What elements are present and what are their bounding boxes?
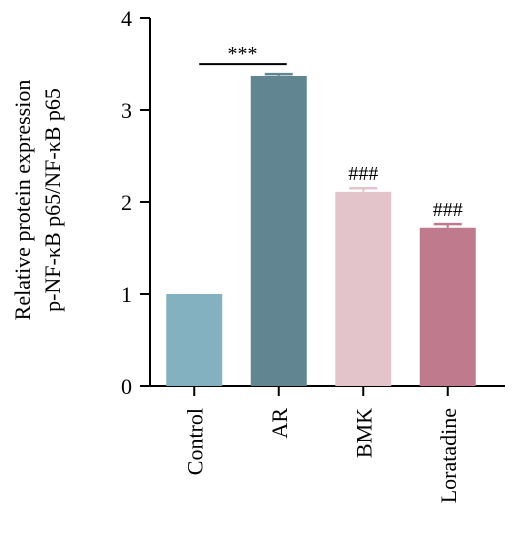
significance-label: ###	[348, 163, 378, 185]
y-tick-label: 1	[121, 282, 132, 307]
category-label-control: Control	[182, 408, 207, 475]
y-tick-label: 3	[121, 98, 132, 123]
significance-label: ***	[228, 43, 258, 65]
y-tick-label: 4	[121, 6, 132, 31]
category-label-ar: AR	[267, 408, 292, 439]
y-axis-title: Relative protein expression p-NF-κB p65/…	[10, 80, 65, 321]
bar-ar	[250, 75, 307, 387]
y-axis-title-line-2: p-NF-κB p65/NF-κB p65	[40, 88, 65, 312]
bar-control	[166, 294, 223, 386]
y-tick-label: 0	[121, 374, 132, 399]
significance-label: ###	[433, 199, 463, 221]
plot-area: 0 1 2 3 4 Control AR BMK Loratadine *** ### ###	[121, 6, 505, 503]
bar-bmk	[335, 191, 392, 386]
category-label-bmk: BMK	[351, 408, 376, 458]
category-label-loratadine: Loratadine	[436, 408, 461, 503]
bar-loratadine	[419, 227, 476, 386]
y-tick-label: 2	[121, 190, 132, 215]
y-axis-title-line-1: Relative protein expression	[10, 80, 35, 321]
